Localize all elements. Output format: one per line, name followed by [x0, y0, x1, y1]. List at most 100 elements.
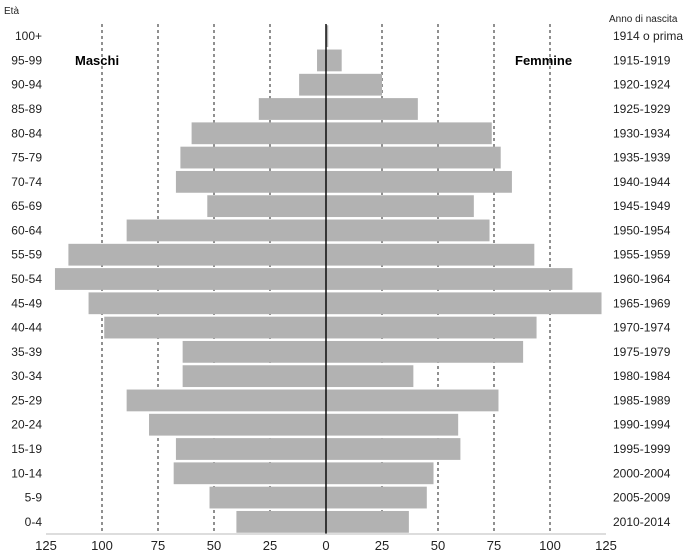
age-label: 35-39	[11, 345, 42, 359]
bar-maschi-15-19	[175, 438, 326, 460]
birth-year-label: 1970-1974	[613, 321, 671, 335]
birth-year-label: 1960-1964	[613, 272, 671, 286]
bar-maschi-85-89	[258, 98, 326, 120]
x-tick-label: 125	[595, 538, 617, 553]
x-tick-label: 25	[263, 538, 277, 553]
age-label: 15-19	[11, 442, 42, 456]
bar-maschi-75-79	[180, 146, 326, 169]
bar-femmine-55-59	[326, 243, 535, 266]
birth-year-label: 1965-1969	[613, 296, 671, 310]
age-label: 40-44	[11, 321, 42, 335]
age-label: 5-9	[25, 491, 43, 505]
bar-maschi-95-99	[317, 49, 326, 72]
birth-year-label: 1914 o prima	[613, 29, 683, 43]
bar-femmine-35-39	[326, 340, 524, 363]
bar-femmine-80-84	[326, 122, 492, 145]
age-label: 45-49	[11, 296, 42, 310]
bar-maschi-5-9	[209, 486, 326, 509]
birth-year-label: 2010-2014	[613, 515, 671, 529]
birth-year-label: 1990-1994	[613, 418, 671, 432]
bar-maschi-10-14	[173, 462, 326, 485]
age-label: 85-89	[11, 102, 42, 116]
birth-year-label: 2000-2004	[613, 466, 671, 480]
x-tick-label: 25	[375, 538, 389, 553]
age-label: 60-64	[11, 223, 42, 237]
x-tick-label: 50	[207, 538, 221, 553]
bar-femmine-10-14	[326, 462, 434, 485]
birth-year-label: 1995-1999	[613, 442, 671, 456]
bar-femmine-100+	[326, 25, 329, 48]
x-tick-label: 75	[487, 538, 501, 553]
birth-year-label: 1930-1934	[613, 126, 671, 140]
bar-maschi-35-39	[182, 340, 326, 363]
age-label: 55-59	[11, 248, 42, 262]
birth-year-label: 1915-1919	[613, 53, 671, 67]
birth-year-label: 1980-1984	[613, 369, 671, 383]
age-label: 70-74	[11, 175, 42, 189]
age-label: 90-94	[11, 78, 42, 92]
birth-year-label: 1920-1924	[613, 78, 671, 92]
age-labels: 0-4 5-9 10-14 15-19 20-24 25-29 30-34 35-39 40-4…	[11, 29, 42, 529]
left-axis-title: Età	[4, 6, 19, 17]
age-label: 65-69	[11, 199, 42, 213]
bar-femmine-70-74	[326, 170, 512, 193]
bar-maschi-60-64	[126, 219, 326, 242]
bar-femmine-95-99	[326, 49, 342, 72]
x-tick-labels: 125 100 75 50 25 0 25 50 75 100 125	[35, 538, 617, 553]
birth-year-label: 1975-1979	[613, 345, 671, 359]
bar-femmine-75-79	[326, 146, 501, 169]
birth-year-label: 1925-1929	[613, 102, 671, 116]
bar-maschi-40-44	[104, 316, 327, 339]
x-tick-label: 100	[539, 538, 561, 553]
bar-maschi-65-69	[207, 195, 326, 218]
birth-year-label: 1950-1954	[613, 223, 671, 237]
birth-year-label: 1935-1939	[613, 151, 671, 165]
bar-maschi-80-84	[191, 122, 326, 145]
age-label: 20-24	[11, 418, 42, 432]
femmine-label: Femmine	[515, 53, 572, 68]
x-tick-label: 100	[91, 538, 113, 553]
bar-femmine-85-89	[326, 98, 418, 120]
bar-maschi-0-4	[236, 510, 326, 533]
age-label: 80-84	[11, 126, 42, 140]
bar-maschi-25-29	[126, 389, 326, 412]
bar-femmine-30-34	[326, 365, 414, 388]
bar-maschi-30-34	[182, 365, 326, 388]
bar-femmine-20-24	[326, 413, 459, 436]
x-tick-label: 125	[35, 538, 57, 553]
x-tick-label: 75	[151, 538, 165, 553]
bar-maschi-90-94	[299, 73, 326, 96]
bars	[54, 25, 602, 533]
bar-femmine-65-69	[326, 195, 474, 218]
bar-femmine-40-44	[326, 316, 537, 339]
bar-femmine-15-19	[326, 438, 461, 460]
birth-year-label: 2005-2009	[613, 491, 671, 505]
birth-year-label: 1955-1959	[613, 248, 671, 262]
age-label: 75-79	[11, 151, 42, 165]
age-label: 25-29	[11, 393, 42, 407]
age-label: 100+	[15, 29, 42, 43]
bar-femmine-25-29	[326, 389, 499, 412]
birth-year-label: 1945-1949	[613, 199, 671, 213]
bar-maschi-55-59	[68, 243, 327, 266]
age-label: 10-14	[11, 466, 42, 480]
bar-maschi-70-74	[175, 170, 326, 193]
age-label: 95-99	[11, 53, 42, 67]
age-label: 50-54	[11, 272, 42, 286]
x-tick-label: 0	[322, 538, 329, 553]
bar-maschi-45-49	[88, 292, 326, 315]
birth-year-label: 1985-1989	[613, 393, 671, 407]
age-label: 30-34	[11, 369, 42, 383]
bar-femmine-45-49	[326, 292, 602, 315]
maschi-label: Maschi	[75, 53, 119, 68]
bar-femmine-90-94	[326, 73, 382, 96]
bar-femmine-50-54	[326, 268, 573, 290]
bar-femmine-60-64	[326, 219, 490, 242]
bar-femmine-0-4	[326, 510, 409, 533]
age-label: 0-4	[25, 515, 43, 529]
birth-year-labels: 2010-2014 2005-2009 2000-2004 1995-1999 1990…	[613, 29, 683, 529]
bar-maschi-50-54	[54, 268, 327, 290]
bar-maschi-20-24	[149, 413, 326, 436]
bar-femmine-5-9	[326, 486, 427, 509]
